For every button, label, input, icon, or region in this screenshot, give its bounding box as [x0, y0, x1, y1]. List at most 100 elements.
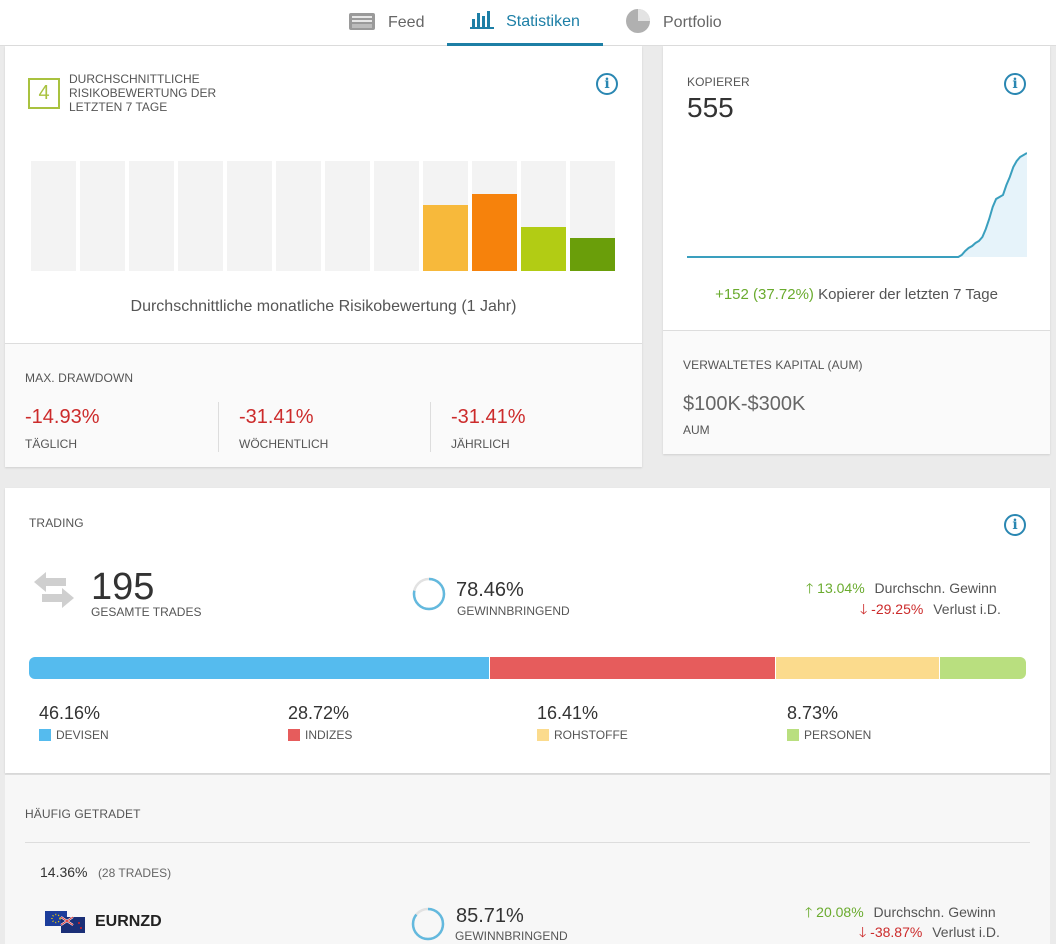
drawdown-label: TÄGLICH — [25, 437, 78, 451]
avg-gain-label: Durchschn. Gewinn — [874, 580, 997, 596]
risk-bar — [227, 161, 272, 271]
allocation-segment — [775, 657, 939, 679]
risk-divider — [5, 343, 642, 344]
frequent-card — [5, 774, 1050, 944]
avg-gain-row: 🡑 13.04% Durchschn. Gewinn — [806, 578, 997, 602]
allocation-pct: 28.72% — [288, 703, 350, 723]
arrow-up-icon: 🡑 — [805, 904, 813, 920]
allocation-item-people: 8.73% PERSONEN — [787, 703, 871, 742]
risk-bar — [521, 161, 566, 271]
risk-bar — [423, 161, 468, 271]
allocation-bar — [29, 657, 1026, 679]
tab-feed[interactable]: Feed — [348, 0, 424, 46]
risk-title: DURCHSCHNITTLICHE RISIKOBEWERTUNG DER LE… — [69, 72, 217, 114]
avg-loss-row: 🡓 -29.25% Verlust i.D. — [860, 599, 1001, 623]
risk-bar — [80, 161, 125, 271]
allocation-item-commodities: 16.41% ROHSTOFFE — [537, 703, 628, 742]
aum-label: AUM — [683, 423, 710, 437]
avg-gain-value: 13.04% — [817, 580, 865, 596]
frequent-loss-value: -38.87% — [870, 924, 923, 940]
risk-info-icon[interactable]: i — [596, 73, 618, 95]
allocation-segment — [29, 657, 490, 679]
aum-value: $100K-$300K — [683, 393, 806, 415]
bar-chart-icon — [470, 9, 495, 34]
allocation-pct: 8.73% — [787, 703, 839, 723]
copiers-title: KOPIERER — [687, 75, 750, 89]
trading-info-icon[interactable]: i — [1004, 514, 1026, 536]
swatch — [288, 729, 300, 741]
allocation-item-currencies: 46.16% DEVISEN — [39, 703, 109, 742]
allocation-item-indices: 28.72% INDIZES — [288, 703, 352, 742]
risk-bar-chart — [31, 161, 615, 271]
allocation-pct: 16.41% — [537, 703, 599, 723]
swatch — [787, 729, 799, 741]
risk-bar — [31, 161, 76, 271]
trading-card — [5, 488, 1050, 773]
risk-bar — [472, 161, 517, 271]
frequent-profitable-label: GEWINNBRINGEND — [455, 929, 568, 943]
swatch — [537, 729, 549, 741]
allocation-label: INDIZES — [305, 728, 353, 742]
tab-statistics[interactable]: Statistiken — [447, 0, 603, 46]
allocation-segment — [489, 657, 776, 679]
tab-label: Statistiken — [506, 12, 580, 30]
risk-bar — [178, 161, 223, 271]
frequent-trades: (28 TRADES) — [97, 866, 172, 880]
copiers-change-label: Kopierer der letzten 7 Tage — [818, 286, 998, 303]
risk-bar-fill — [570, 238, 615, 271]
frequent-loss-row: 🡓 -38.87% Verlust i.D. — [859, 922, 1000, 944]
tab-label: Feed — [388, 14, 425, 31]
frequent-instrument[interactable]: EURNZD — [95, 913, 162, 930]
donut-fill — [412, 577, 446, 611]
eurnzd-flag-icon — [45, 911, 85, 938]
drawdown-value: -31.41% — [239, 406, 314, 428]
avg-loss-value: -29.25% — [871, 601, 924, 617]
drawdown-weekly: -31.41% WÖCHENTLICH — [239, 406, 328, 451]
feed-icon — [348, 10, 376, 37]
profitable-pct: 78.46% — [456, 579, 524, 601]
drawdown-label: WÖCHENTLICH — [239, 437, 329, 451]
profitable-label: GEWINNBRINGEND — [457, 604, 570, 618]
copiers-change-row: +152 (37.72%) Kopierer der letzten 7 Tag… — [663, 286, 1050, 303]
aum-title: VERWALTETES KAPITAL (AUM) — [683, 358, 863, 372]
allocation-label: PERSONEN — [804, 728, 872, 742]
copiers-info-icon[interactable]: i — [1004, 73, 1026, 95]
divider — [430, 402, 431, 452]
divider — [218, 402, 219, 452]
drawdown-value: -14.93% — [25, 406, 100, 428]
allocation-segment — [938, 657, 1026, 679]
tab-label: Portfolio — [663, 14, 722, 31]
tab-bar: Feed Statistiken Portfolio — [0, 0, 1056, 46]
copiers-line — [687, 152, 1027, 258]
frequent-profitable-donut — [411, 907, 445, 941]
allocation-pct: 46.16% — [39, 703, 101, 723]
risk-bar-fill — [423, 205, 468, 271]
avg-loss-label: Verlust i.D. — [933, 601, 1001, 617]
frequent-title: HÄUFIG GETRADET — [25, 807, 141, 821]
frequent-share: 14.36% — [40, 864, 88, 880]
risk-caption: Durchschnittliche monatliche Risikobewer… — [130, 298, 517, 315]
frequent-divider — [25, 842, 1030, 843]
drawdown-label: JÄHRLICH — [451, 437, 510, 451]
frequent-profitable-pct: 85.71% — [456, 905, 524, 927]
drawdown-daily: -14.93% TÄGLICH — [25, 406, 100, 451]
pie-chart-icon — [625, 8, 651, 39]
frequent-gain-label: Durchschn. Gewinn — [873, 904, 996, 920]
allocation-label: ROHSTOFFE — [554, 728, 628, 742]
frequent-gain-row: 🡑 20.08% Durchschn. Gewinn — [805, 902, 996, 926]
copiers-area — [687, 153, 1027, 257]
risk-bar-fill — [521, 227, 566, 271]
total-trades: 195 — [91, 566, 155, 608]
drawdown-yearly: -31.41% JÄHRLICH — [451, 406, 526, 451]
drawdown-section — [5, 344, 642, 467]
tab-portfolio[interactable]: Portfolio — [625, 0, 722, 46]
arrow-down-icon: 🡓 — [859, 924, 867, 940]
frequent-loss-label: Verlust i.D. — [932, 924, 1000, 940]
risk-bar — [570, 161, 615, 271]
frequent-share-row: 14.36% (28 TRADES) — [40, 864, 171, 882]
risk-score-badge: 4 — [28, 78, 60, 109]
risk-bar-fill — [472, 194, 517, 271]
frequent-gain-value: 20.08% — [816, 904, 864, 920]
drawdown-title: MAX. DRAWDOWN — [25, 371, 134, 385]
copiers-divider — [663, 330, 1050, 331]
